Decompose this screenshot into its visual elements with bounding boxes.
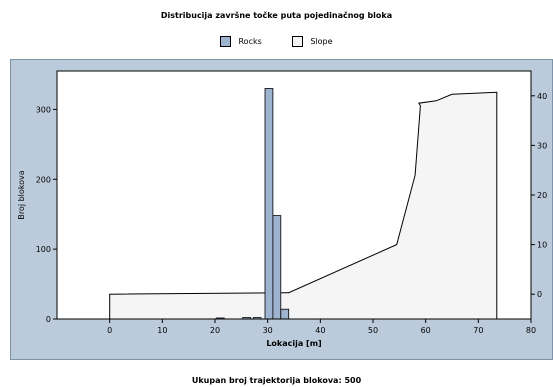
footer-value: 500	[344, 376, 362, 385]
x-tick-label: 0	[107, 326, 112, 335]
x-tick-label: 50	[368, 326, 378, 335]
legend-swatch-rocks	[220, 36, 232, 47]
slope-area	[109, 91, 498, 320]
x-tick-label: 10	[157, 326, 167, 335]
y-axis-label: Broj blokova	[17, 170, 26, 219]
x-tick-label: 60	[421, 326, 431, 335]
footer: Ukupan broj trajektorija blokova: 500	[0, 376, 553, 385]
x-tick-label: 30	[263, 326, 273, 335]
y2-tick-label: 0	[537, 290, 542, 299]
y2-tick-label: 30	[537, 141, 547, 150]
legend-label-slope: Slope	[310, 37, 333, 46]
chart-title: Distribucija završne točke puta pojedina…	[160, 11, 393, 20]
x-tick-label: 20	[210, 326, 220, 335]
x-axis-label: Lokacija [m]	[266, 339, 321, 348]
y2-tick-label: 40	[537, 92, 547, 101]
rocks-bar	[280, 308, 290, 320]
chart-svg: 0 10 20 30 40 50 60 70 80 0 100 200 300 0 10 20 30 40 Loka…	[17, 70, 547, 348]
y2-tick-label: 20	[537, 191, 547, 200]
y2-tick-label: 10	[537, 241, 547, 250]
legend-swatch-slope	[292, 36, 304, 47]
x-tick-label: 80	[526, 326, 536, 335]
legend: Rocks Slope	[0, 36, 553, 47]
rocks-bar	[264, 88, 274, 320]
footer-label: Ukupan broj trajektorija blokova:	[191, 376, 342, 385]
legend-label-rocks: Rocks	[238, 37, 262, 46]
y-tick-label: 200	[36, 175, 51, 184]
x-tick-label: 40	[315, 326, 325, 335]
rocks-bar	[272, 215, 282, 320]
plot-panel: 0 10 20 30 40 50 60 70 80 0 100 200 300 0 10 20 30 40 Loka…	[10, 59, 553, 360]
x-tick-label: 70	[473, 326, 483, 335]
y-tick-label: 300	[36, 105, 51, 114]
y-tick-label: 0	[46, 315, 51, 324]
y-tick-label: 100	[36, 245, 51, 254]
legend-item-rocks: Rocks	[220, 36, 262, 47]
legend-item-slope: Slope	[292, 36, 333, 47]
